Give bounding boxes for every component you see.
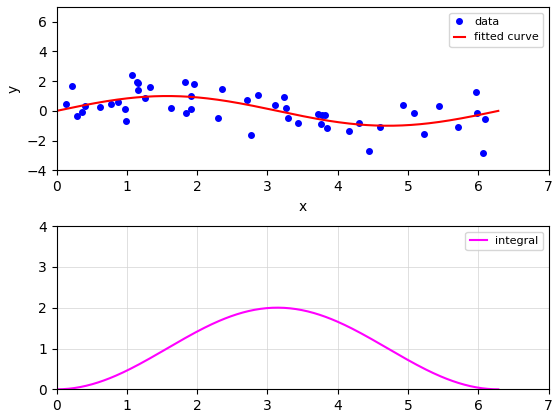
data — [244, 97, 251, 102]
data — [74, 114, 81, 119]
data — [133, 79, 140, 84]
data — [122, 118, 129, 123]
Line: data: data — [60, 69, 491, 158]
integral — [495, 387, 502, 392]
integral — [455, 381, 462, 386]
data — [295, 121, 301, 126]
data — [79, 110, 86, 115]
data — [473, 110, 480, 116]
data — [191, 81, 198, 86]
data — [366, 149, 373, 154]
data — [218, 87, 225, 92]
fitted curve — [428, 121, 435, 126]
data — [281, 95, 287, 100]
data — [436, 104, 442, 109]
data — [147, 85, 154, 90]
fitted curve — [164, 94, 171, 99]
data — [272, 102, 279, 108]
integral — [427, 369, 433, 374]
Y-axis label: y: y — [7, 84, 21, 93]
data — [182, 110, 189, 116]
data — [248, 132, 254, 137]
data — [321, 112, 328, 117]
data — [188, 107, 194, 112]
data — [356, 121, 362, 126]
data — [107, 101, 114, 106]
fitted curve — [456, 116, 463, 121]
data — [324, 125, 330, 130]
integral — [325, 315, 332, 320]
integral — [316, 312, 323, 317]
data — [115, 100, 122, 105]
data — [182, 79, 189, 84]
Line: integral: integral — [57, 308, 498, 389]
integral — [273, 305, 280, 310]
data — [346, 129, 353, 134]
data — [122, 107, 129, 112]
data — [96, 104, 103, 109]
data — [215, 115, 222, 120]
Legend: integral: integral — [465, 231, 543, 250]
integral — [55, 387, 62, 392]
data — [68, 83, 75, 88]
data — [142, 95, 148, 100]
data — [472, 90, 479, 95]
data — [283, 105, 290, 110]
fitted curve — [55, 108, 62, 113]
data — [134, 81, 141, 86]
data — [376, 125, 383, 130]
data — [410, 110, 417, 115]
fitted curve — [53, 108, 60, 113]
fitted curve — [384, 123, 391, 128]
data — [315, 111, 321, 116]
data — [421, 131, 428, 136]
data — [82, 103, 88, 108]
data — [285, 115, 292, 120]
data — [135, 87, 142, 92]
integral — [53, 387, 60, 392]
data — [167, 105, 174, 110]
fitted curve — [316, 117, 323, 122]
Line: fitted curve: fitted curve — [57, 96, 498, 126]
data — [129, 73, 136, 78]
data — [318, 121, 324, 126]
fitted curve — [318, 117, 324, 122]
integral — [318, 313, 324, 318]
data — [188, 93, 194, 98]
data — [455, 124, 461, 129]
data — [480, 150, 487, 155]
fitted curve — [325, 118, 332, 123]
data — [482, 117, 488, 122]
fitted curve — [495, 108, 502, 113]
data — [255, 92, 262, 97]
data — [400, 103, 407, 108]
data — [62, 102, 69, 107]
Legend: data, fitted curve: data, fitted curve — [450, 13, 543, 47]
data — [319, 112, 325, 117]
X-axis label: x: x — [298, 200, 307, 213]
